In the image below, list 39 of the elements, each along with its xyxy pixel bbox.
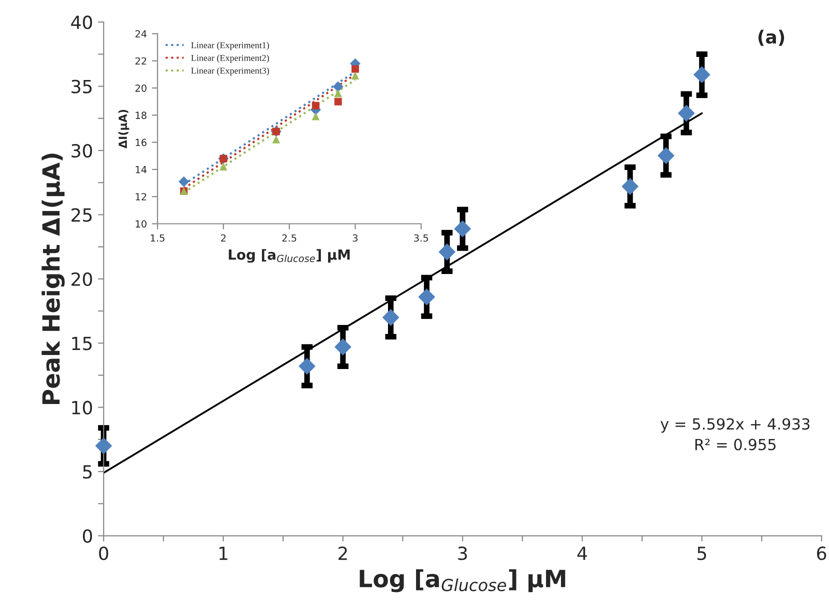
x-tick-label: 4 (577, 546, 587, 560)
x-tick-label: 6 (817, 546, 826, 560)
x-tick-label: 2 (221, 234, 226, 242)
x-axis-title: Log [a$_{Glucose}$] μM (228, 249, 350, 263)
legend-label: Linear (Experiment1) (191, 42, 269, 50)
y-tick-label: 14 (136, 166, 147, 174)
annotation: R² = 0.955 (695, 438, 776, 450)
y-tick-label: 20 (72, 272, 92, 286)
y-axis-title: Peak Height ΔI(μA) (42, 154, 65, 404)
y-tick-label: 0 (82, 529, 92, 543)
y-tick-label: 35 (72, 80, 92, 94)
y-tick-label: 18 (136, 112, 146, 119)
x-tick-label: 1.5 (150, 234, 164, 242)
y-tick-label: 22 (135, 57, 146, 65)
y-tick-label: 12 (136, 193, 146, 200)
x-tick-label: 2.5 (282, 234, 296, 242)
y-tick-label: 10 (72, 400, 92, 414)
y-tick-label: 24 (135, 30, 147, 38)
annotation: (a) (758, 30, 784, 46)
legend-label: Linear (Experiment3) (191, 67, 269, 76)
y-tick-label: 20 (135, 84, 146, 92)
x-tick-label: 0 (99, 546, 108, 560)
y-tick-label: 5 (83, 465, 92, 479)
legend-label: Linear (Experiment2) (191, 54, 269, 63)
y-tick-label: 15 (72, 336, 92, 350)
x-tick-label: 3 (458, 546, 467, 560)
x-tick-label: 3 (352, 234, 358, 242)
x-tick-label: 3.5 (414, 234, 428, 242)
annotation: y = 5.592x + 4.933 (660, 418, 810, 433)
x-tick-label: 2 (338, 546, 347, 560)
y-tick-label: 25 (72, 208, 92, 222)
y-tick-label: 30 (72, 144, 92, 158)
x-axis-title: Log [a$_{Glucose}$] μM (360, 569, 566, 592)
y-tick-label: 40 (71, 16, 92, 30)
y-tick-label: 10 (136, 220, 146, 228)
x-tick-label: 1 (220, 546, 228, 560)
y-tick-label: 16 (136, 138, 146, 146)
y-axis-title: ΔI(μA) (118, 110, 130, 149)
x-tick-label: 5 (698, 546, 706, 560)
